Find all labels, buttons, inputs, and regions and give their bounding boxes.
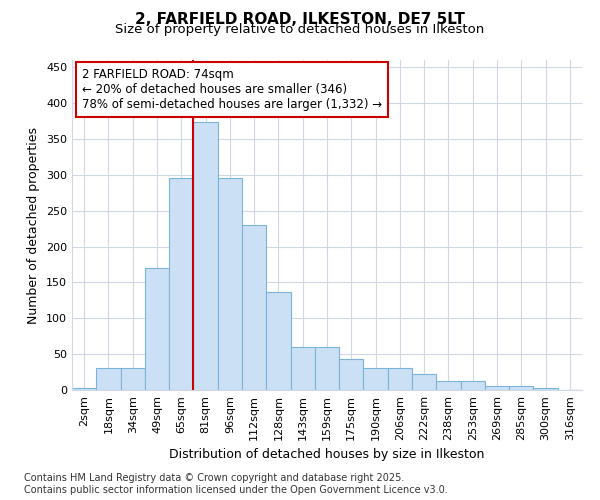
Bar (461, 380, 485, 390)
Bar (169, 178, 193, 390)
Text: 2, FARFIELD ROAD, ILKESTON, DE7 5LT: 2, FARFIELD ROAD, ILKESTON, DE7 5LT (135, 12, 465, 28)
X-axis label: Distribution of detached houses by size in Ilkeston: Distribution of detached houses by size … (169, 448, 485, 462)
Bar (436, 380, 461, 390)
Y-axis label: Number of detached properties: Number of detached properties (28, 126, 40, 324)
Bar (315, 347, 339, 390)
Bar (218, 178, 242, 390)
Bar (485, 386, 509, 390)
Bar (96, 368, 121, 390)
Bar (388, 368, 412, 390)
Bar (533, 388, 558, 390)
Bar (121, 368, 145, 390)
Bar (145, 268, 169, 390)
Text: 2 FARFIELD ROAD: 74sqm
← 20% of detached houses are smaller (346)
78% of semi-de: 2 FARFIELD ROAD: 74sqm ← 20% of detached… (82, 68, 382, 112)
Text: Contains HM Land Registry data © Crown copyright and database right 2025.
Contai: Contains HM Land Registry data © Crown c… (24, 474, 448, 495)
Bar (242, 225, 266, 390)
Bar (290, 347, 315, 390)
Bar (339, 359, 364, 390)
Bar (266, 292, 290, 390)
Bar (412, 374, 436, 390)
Bar (72, 388, 96, 390)
Bar (193, 122, 218, 390)
Bar (509, 386, 533, 390)
Bar (364, 368, 388, 390)
Text: Size of property relative to detached houses in Ilkeston: Size of property relative to detached ho… (115, 22, 485, 36)
